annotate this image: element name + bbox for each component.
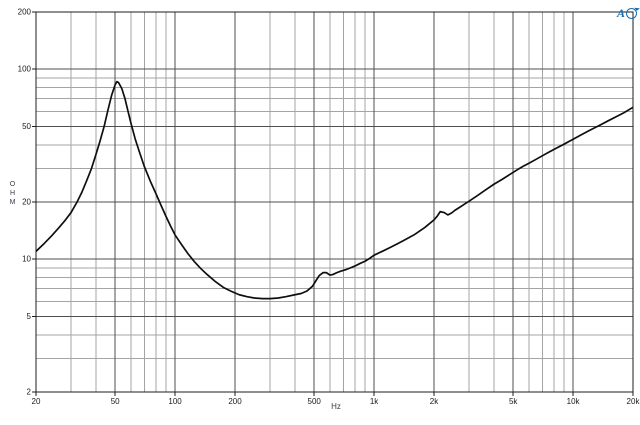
x-tick-label: 10k bbox=[567, 397, 581, 406]
x-tick-label: 20k bbox=[627, 397, 640, 406]
y-tick-label: 200 bbox=[18, 8, 32, 17]
impedance-curve bbox=[36, 80, 633, 300]
ap-logo: A bbox=[616, 4, 639, 25]
y-tick-label: 5 bbox=[27, 312, 32, 321]
x-tick-label: 200 bbox=[228, 397, 242, 406]
ap-logo-letter: A bbox=[617, 6, 626, 20]
x-tick-label: 100 bbox=[168, 397, 182, 406]
y-tick-label: 100 bbox=[18, 65, 32, 74]
x-tick-label: 20 bbox=[32, 397, 41, 406]
ap-logo-ring-icon bbox=[626, 8, 637, 19]
y-tick-label: 2 bbox=[27, 388, 32, 397]
x-axis-title: Hz bbox=[331, 402, 341, 411]
y-axis-title: O H M bbox=[9, 181, 16, 206]
x-tick-label: 2k bbox=[430, 397, 439, 406]
x-tick-label: 1k bbox=[370, 397, 379, 406]
x-tick-label: 50 bbox=[111, 397, 120, 406]
x-tick-label: 500 bbox=[308, 397, 322, 406]
x-tick-label: 5k bbox=[509, 397, 518, 406]
y-tick-label: 20 bbox=[22, 198, 31, 207]
y-tick-label: 50 bbox=[22, 122, 31, 131]
y-tick-label: 10 bbox=[22, 255, 31, 264]
